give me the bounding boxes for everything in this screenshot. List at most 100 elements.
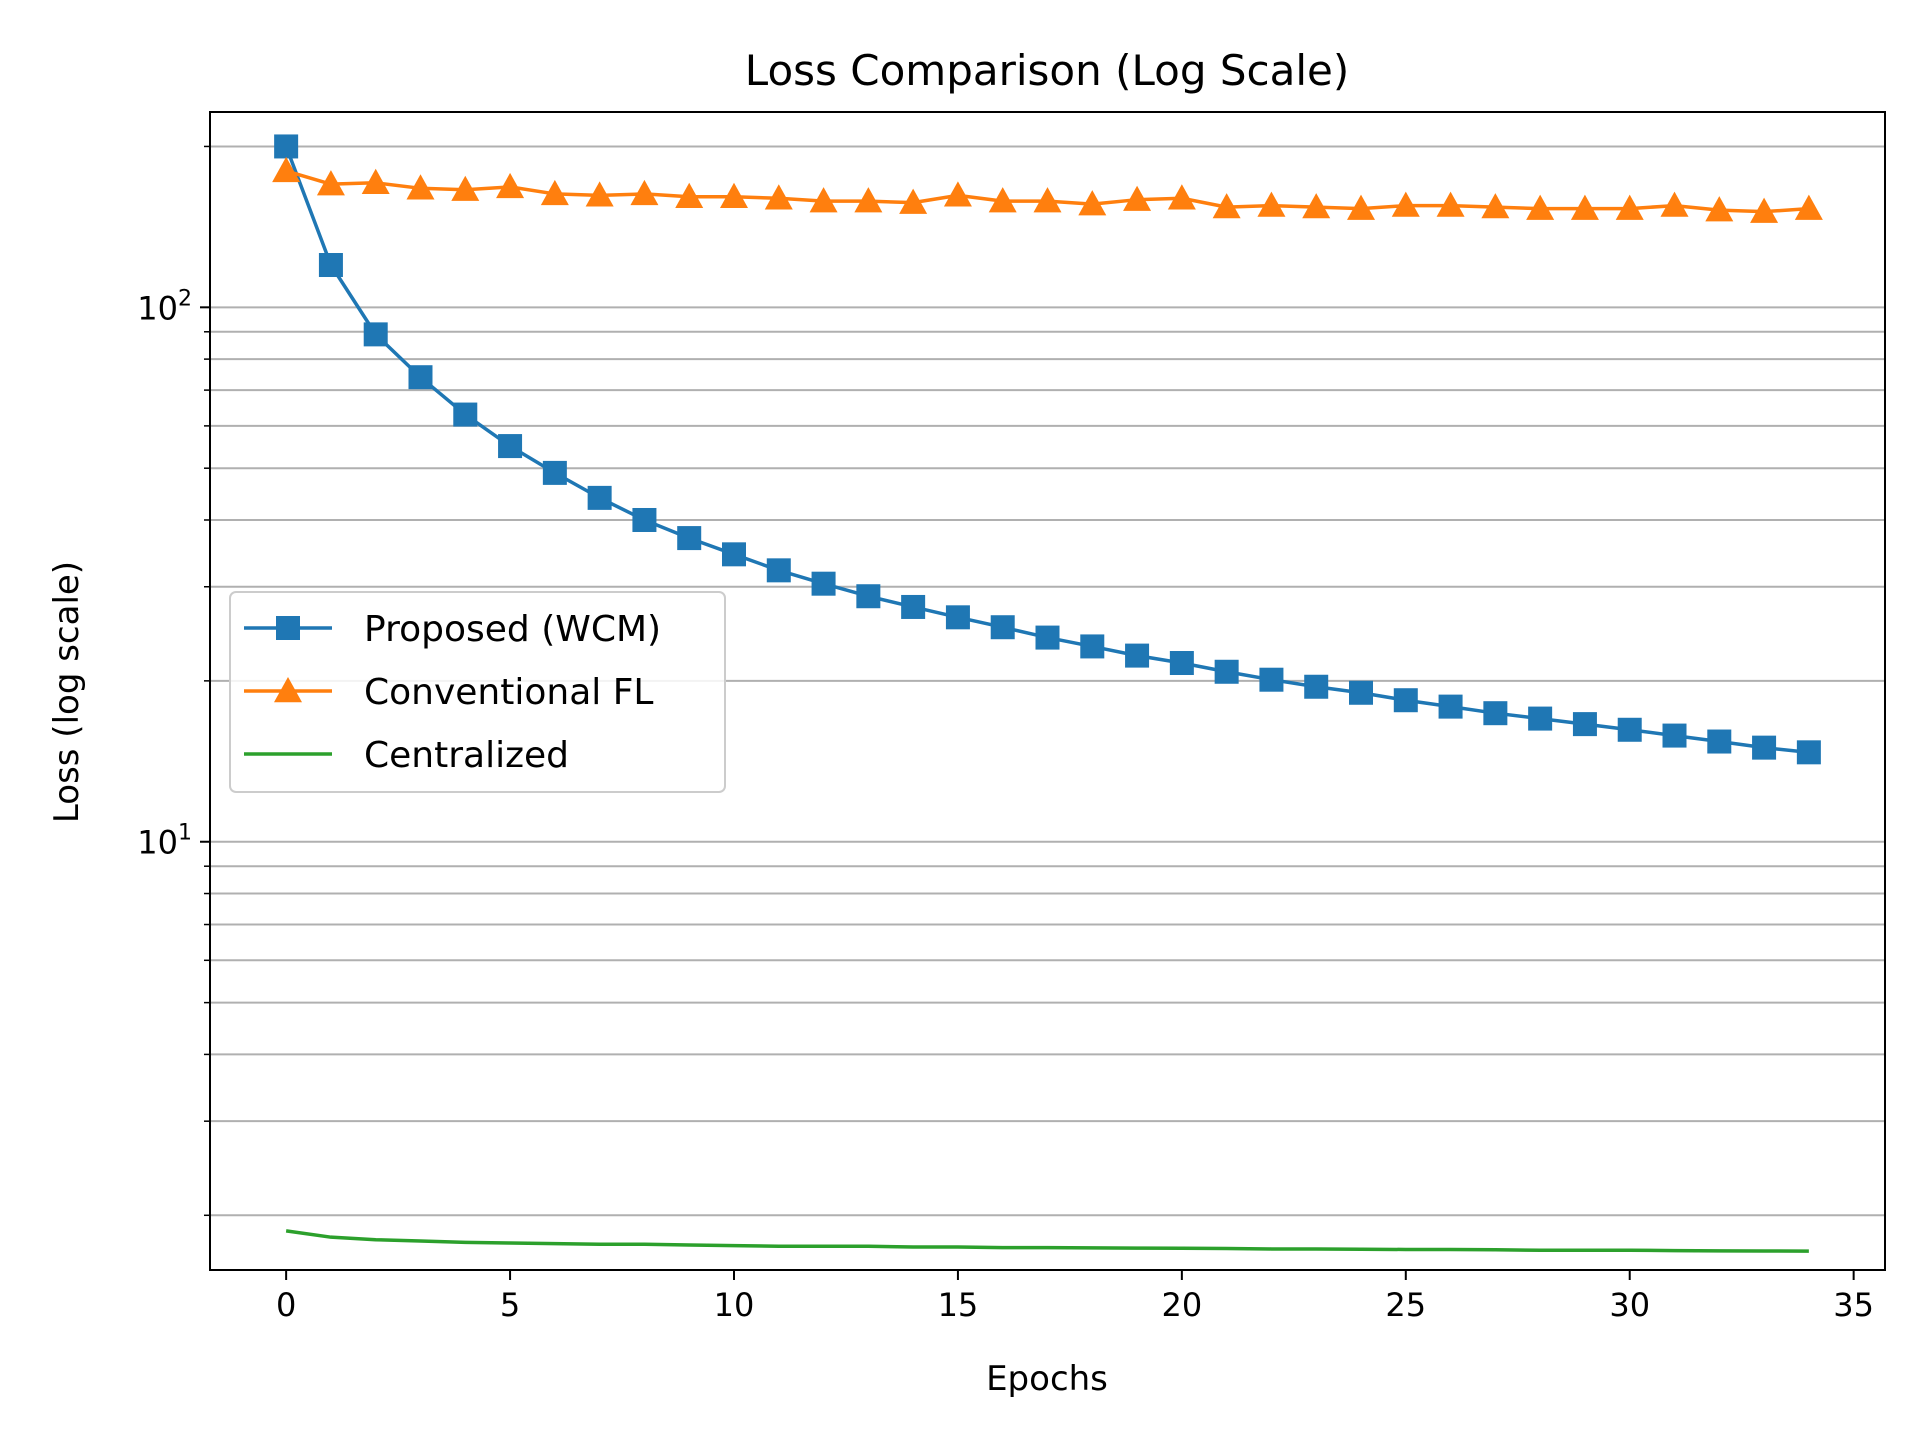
series-1 [272, 156, 1823, 223]
data-point [1214, 659, 1239, 684]
data-point [1393, 688, 1418, 713]
data-point [675, 182, 704, 208]
data-point [766, 558, 791, 583]
legend-item: Conventional FL [244, 672, 653, 713]
legend-label: Conventional FL [364, 672, 653, 713]
data-point [1705, 196, 1734, 222]
data-point [1169, 651, 1194, 676]
legend-box [229, 591, 726, 793]
x-tick-label: 5 [500, 1286, 520, 1324]
data-point [1257, 191, 1286, 217]
data-point [272, 156, 301, 183]
data-point [542, 460, 567, 485]
y-tick-label: 101 [137, 821, 192, 862]
data-point [988, 187, 1017, 213]
x-tick-label: 10 [714, 1286, 755, 1324]
data-point [899, 188, 928, 214]
data-point [1078, 190, 1107, 216]
data-point [1572, 712, 1597, 737]
data-point [1438, 694, 1463, 719]
data-point [630, 179, 659, 206]
data-point [1167, 184, 1196, 210]
grid-lines [210, 145, 1885, 1217]
x-axis-label: Epochs [986, 1359, 1108, 1399]
plot-area-frame [209, 111, 1886, 1271]
data-point [498, 434, 523, 459]
y-tick-label: 102 [137, 286, 192, 327]
data-point [1123, 185, 1152, 211]
data-point [316, 170, 345, 196]
x-tick-label: 25 [1385, 1286, 1426, 1324]
data-point [1750, 197, 1779, 223]
data-point [585, 181, 614, 207]
data-point [540, 179, 569, 206]
x-tick-label: 0 [276, 1286, 296, 1324]
data-point [1526, 194, 1555, 220]
data-point [1796, 740, 1821, 765]
data-point [361, 168, 390, 195]
data-point [1033, 187, 1062, 213]
data-point [764, 184, 793, 210]
data-point [1662, 723, 1687, 748]
data-point [990, 615, 1015, 640]
data-point [1570, 194, 1599, 220]
data-point [1660, 191, 1689, 217]
data-point [1304, 674, 1329, 699]
data-point [363, 322, 388, 347]
data-point [408, 365, 433, 390]
data-point [943, 181, 972, 207]
series-0 [274, 134, 1821, 765]
data-point [1794, 194, 1823, 220]
legend: Proposed (WCM) Conventional FL Centralized [229, 591, 726, 793]
data-point [632, 507, 657, 532]
series-2 [285, 1229, 1809, 1253]
x-tick-label: 20 [1161, 1286, 1202, 1324]
data-point [1035, 625, 1060, 650]
data-point [1080, 634, 1105, 659]
data-point [945, 605, 970, 630]
plot-series [272, 134, 1823, 1253]
legend-label: Proposed (WCM) [364, 609, 661, 650]
data-point [1349, 680, 1374, 705]
data-point [1436, 191, 1465, 217]
data-point [1481, 193, 1510, 219]
data-point [1752, 735, 1777, 760]
axis-ticks: 0 5 10 15 20 25 30 35 101 102 [137, 145, 1874, 1324]
legend-marker [274, 677, 302, 703]
data-point [587, 485, 612, 510]
data-point [1615, 194, 1644, 220]
data-point [1212, 193, 1241, 219]
data-point [1707, 729, 1732, 754]
data-point [274, 134, 299, 159]
data-point [1347, 194, 1376, 220]
data-point [318, 253, 343, 278]
data-point [451, 175, 480, 201]
legend-label: Centralized [364, 735, 569, 776]
x-tick-label: 15 [938, 1286, 979, 1324]
data-point [721, 542, 746, 567]
chart-title: Loss Comparison (Log Scale) [745, 46, 1349, 95]
series-line [285, 1229, 1809, 1253]
legend-marker [276, 616, 300, 640]
data-point [677, 526, 702, 551]
data-point [856, 584, 881, 609]
data-point [1259, 667, 1284, 692]
legend-item: Centralized [244, 735, 569, 776]
x-tick-label: 30 [1609, 1286, 1650, 1324]
data-point [809, 187, 838, 213]
data-point [719, 182, 748, 208]
data-point [1483, 701, 1508, 726]
data-point [1302, 193, 1331, 219]
data-point [1391, 191, 1420, 217]
data-point [1528, 706, 1553, 731]
x-tick-label: 35 [1833, 1286, 1874, 1324]
data-point [811, 571, 836, 596]
y-axis-label: Loss (log scale) [47, 561, 87, 823]
data-point [453, 402, 478, 427]
data-point [901, 594, 926, 619]
data-point [1617, 717, 1642, 742]
data-point [854, 187, 883, 213]
data-point [406, 174, 435, 200]
data-point [1125, 643, 1150, 668]
